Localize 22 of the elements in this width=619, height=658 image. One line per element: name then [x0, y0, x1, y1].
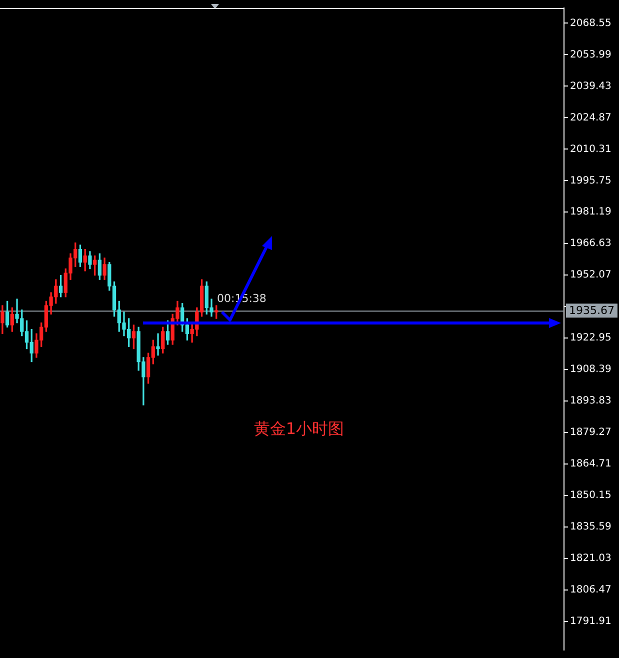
y-tick-label: 1835.59: [570, 522, 612, 533]
y-tick-label: 1966.63: [570, 238, 612, 250]
y-tick-label: 1981.19: [570, 206, 612, 218]
y-tick-label: 2010.31: [570, 144, 612, 155]
y-tick-label: 1850.15: [570, 490, 612, 502]
y-tick-label: 2024.87: [570, 112, 612, 124]
y-tick-label: 1791.91: [570, 616, 612, 628]
y-tick-label: 1922.95: [570, 332, 612, 344]
ref-line-label: 1935.67: [569, 304, 614, 317]
y-tick-label: 1952.07: [570, 270, 612, 281]
y-tick-label: 1864.71: [570, 458, 612, 470]
candlestick: [156, 333, 160, 356]
y-tick-label: 1821.03: [570, 553, 612, 564]
y-tick-label: 1908.39: [570, 364, 612, 376]
y-tick-label: 2039.43: [570, 80, 612, 92]
y-tick-label: 2053.99: [570, 49, 612, 60]
y-tick-label: 1893.83: [570, 396, 612, 407]
y-tick-label: 1806.47: [570, 584, 612, 596]
y-tick-label: 1995.75: [570, 175, 612, 186]
y-tick-label: 1879.27: [570, 427, 612, 438]
annotation: 黄金1小时图: [254, 419, 344, 438]
y-tick-label: 2068.55: [570, 18, 612, 29]
